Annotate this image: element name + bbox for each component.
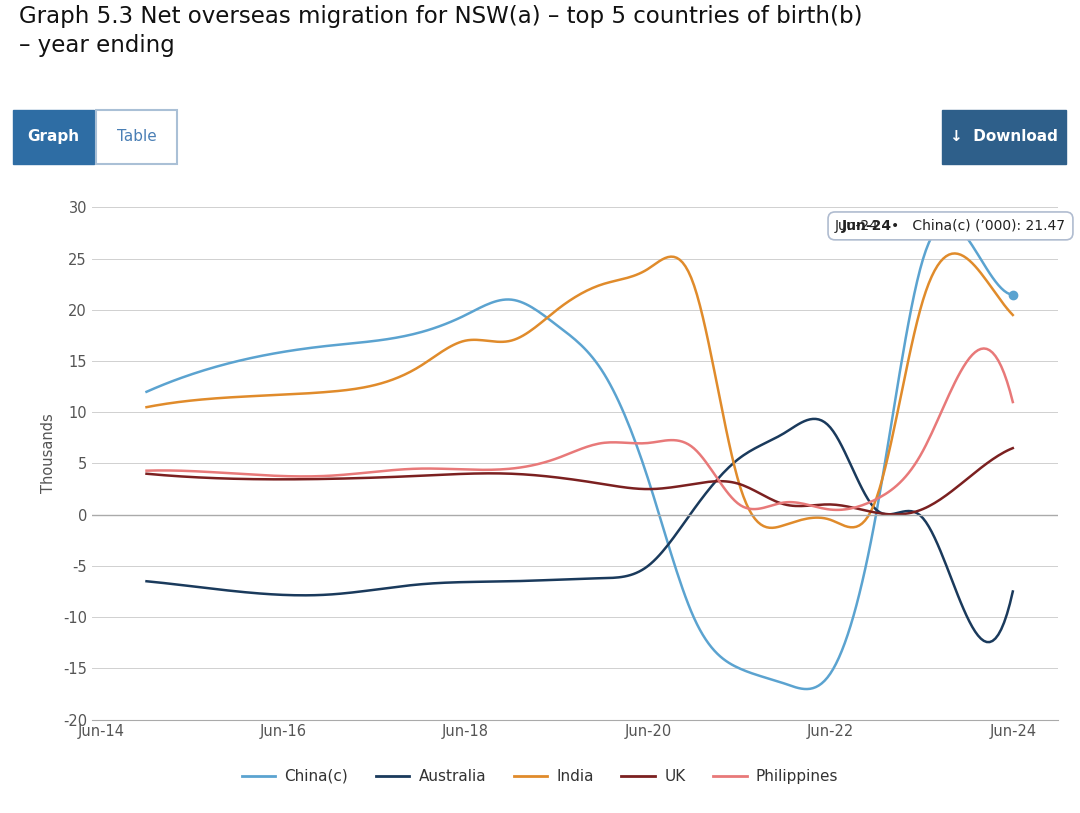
Text: ↓  Download: ↓ Download [950,128,1057,144]
Text: Table: Table [117,128,157,144]
Text: Graph 5.3 Net overseas migration for NSW(a) – top 5 countries of birth(b)
– year: Graph 5.3 Net overseas migration for NSW… [19,5,863,58]
Y-axis label: Thousands: Thousands [41,413,56,493]
Text: Jun-24   •   China(c) (’000): 21.47: Jun-24 • China(c) (’000): 21.47 [835,219,1066,233]
Text: Graph: Graph [27,128,80,144]
Text: Jun-24: Jun-24 [841,219,891,233]
FancyBboxPatch shape [13,110,94,163]
FancyBboxPatch shape [96,110,177,163]
Legend: China(c), Australia, India, UK, Philippines: China(c), Australia, India, UK, Philippi… [235,763,845,790]
FancyBboxPatch shape [942,110,1066,163]
